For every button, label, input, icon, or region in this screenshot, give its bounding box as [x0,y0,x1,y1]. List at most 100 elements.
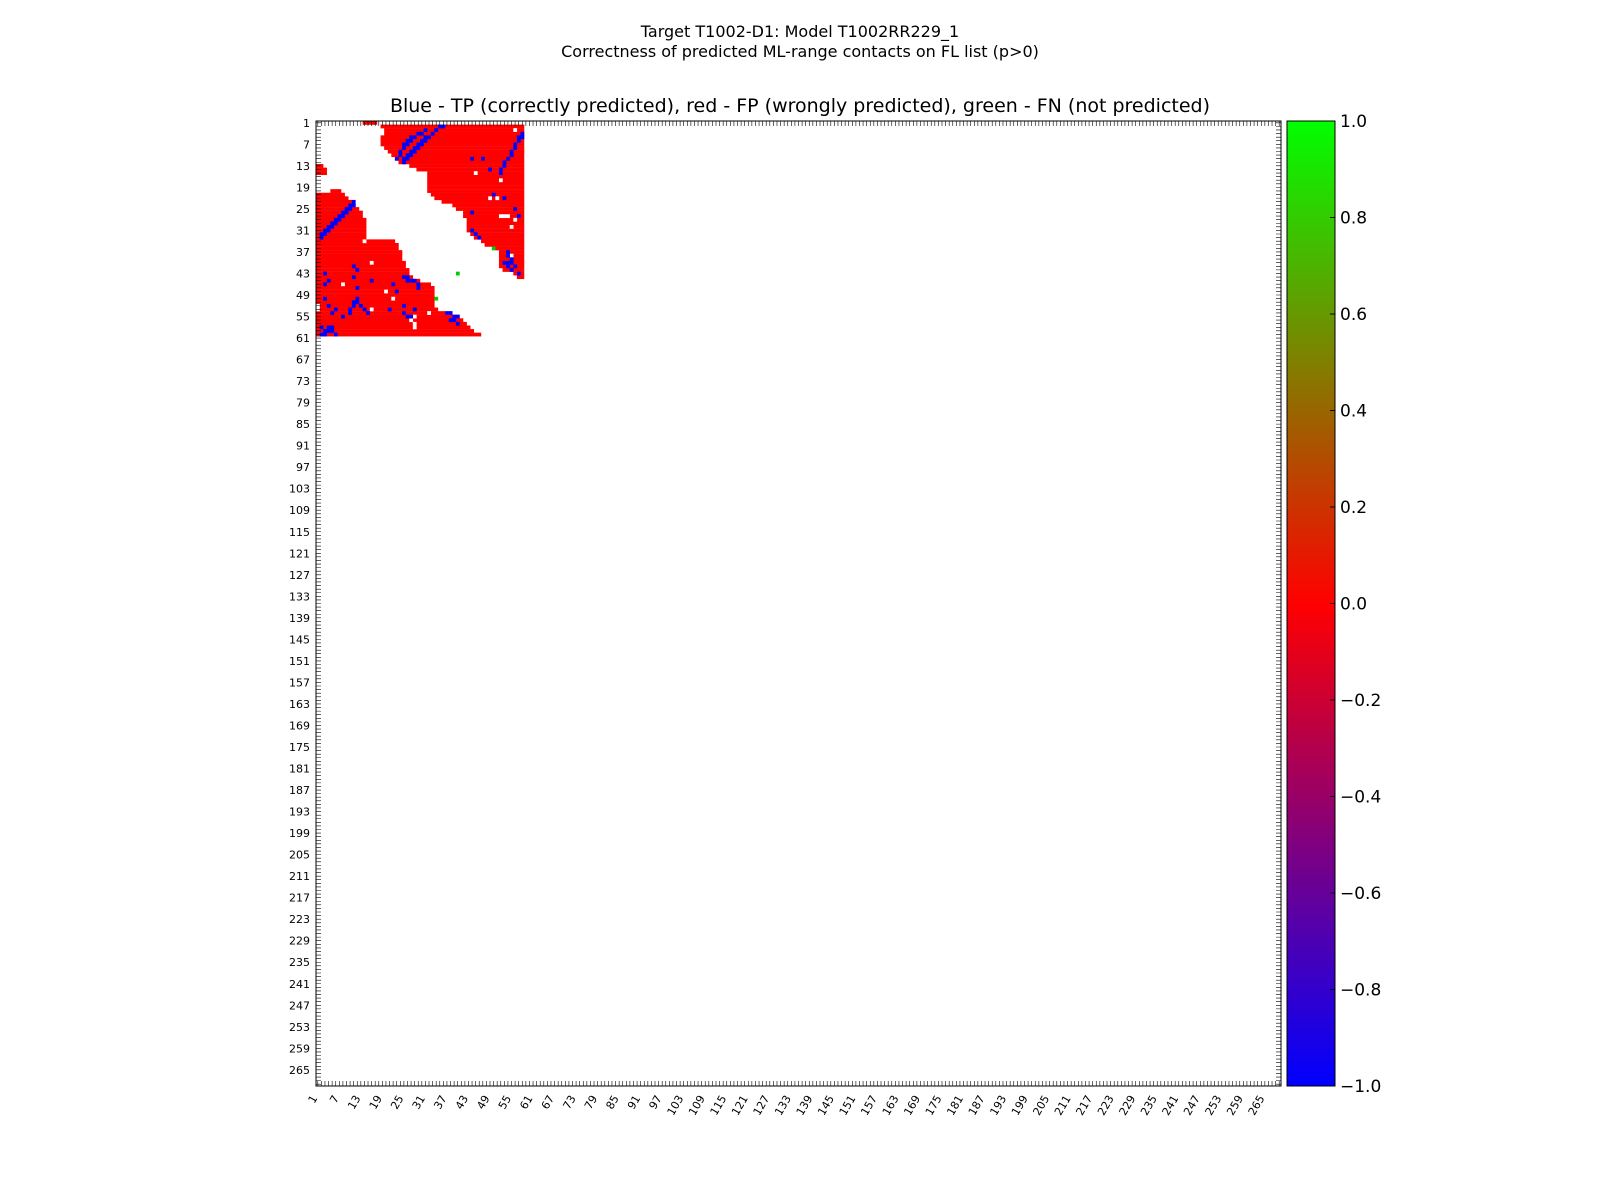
fp-cell-row [316,318,464,323]
tp-cell [391,282,396,287]
y-tick-label: 37 [296,246,310,259]
fp-cell-row [316,203,356,208]
fp-cell-row [316,192,345,197]
colorbar-tick-labels: 1.0 0.8 0.6 0.4 0.2 0.0 −0.2 −0.4 −0.6 −0.8 −1.0 [1330,112,1381,1097]
fp-cell-row [316,232,367,236]
y-tick-label: 7 [303,138,310,151]
fp-cell-row [316,199,353,204]
plot-title: Blue - TP (correctly predicted), red - F… [389,95,1211,117]
fp-cell-row [316,210,363,215]
tp-cell [509,260,514,265]
fp-cell-row [316,221,367,226]
fp-cell-row [316,253,403,258]
tp-cell [416,142,421,147]
x-tick-label: 31 [410,1093,428,1112]
fp-cell-row [481,239,525,244]
tp-cell [473,232,478,236]
tp-cell [319,325,324,330]
empty-cell [509,253,514,258]
tp-cell [348,207,353,211]
tp-cell [506,253,510,258]
tp-cell [351,303,356,308]
x-tick-label: 199 [1009,1093,1031,1118]
tp-cell [506,260,510,265]
x-tick-label: 133 [772,1093,794,1118]
tp-cell [412,149,417,154]
tp-cell [423,128,428,132]
tp-cell [498,167,503,172]
x-tick-label: 139 [794,1093,816,1118]
y-tick-label: 115 [289,526,310,539]
fp-cell-row [394,156,525,161]
x-tick-label: 115 [708,1093,730,1118]
y-tick-label: 205 [289,849,310,862]
y-tick-label: 25 [296,203,310,216]
tp-cell [323,282,327,287]
fp-cell-row [498,264,525,269]
x-tick-label: 121 [729,1093,751,1118]
colorbar-tick-label: 0.4 [1340,402,1367,422]
fp-cell-row [463,214,525,219]
fp-cell-row [409,164,525,168]
tp-cell [319,332,324,337]
fp-cell-row [316,278,421,283]
empty-cell [473,171,478,176]
fp-cell-row [387,149,525,154]
x-tick-label: 211 [1052,1093,1074,1118]
fp-cell-row [466,217,525,222]
tp-cell [398,153,403,158]
tp-cell [427,135,431,140]
fp-cell-row [316,171,327,176]
tp-cell [333,221,338,226]
tp-cell [513,146,518,150]
y-tick-label: 127 [289,569,310,582]
tp-cell [520,131,525,136]
fp-cell-row [316,289,435,294]
y-tick-label: 253 [289,1021,310,1034]
tp-cell [319,235,324,240]
y-tick-label: 145 [289,633,310,646]
empty-cell [498,214,503,219]
colorbar-tick-label: 0.8 [1340,209,1367,229]
tp-cell [387,307,392,312]
tp-cell [351,203,356,208]
y-tick-label: 1 [303,117,310,130]
fp-cell-row [384,146,525,150]
tp-cell [509,257,514,262]
colorbar [1286,120,1336,1087]
y-tick-label: 211 [289,870,310,883]
fp-cell-row [380,135,525,140]
tp-cell [513,207,518,211]
x-tick-label: 169 [901,1093,923,1118]
colorbar-tick-label: −0.6 [1340,884,1381,904]
x-tick-label: 163 [880,1093,902,1118]
fn-cell [434,296,439,301]
x-tick-label: 157 [858,1093,880,1118]
y-tick-label: 31 [296,224,310,237]
x-tick-label: 85 [603,1093,621,1112]
tp-cell [344,207,349,211]
minor-ticks [316,121,1281,1086]
tp-cell [402,311,406,315]
fp-cell-row [316,293,435,297]
x-tick-label: 91 [625,1093,643,1112]
fp-cell-row [484,242,525,247]
x-tick-label: 79 [582,1093,600,1112]
fp-cell-row [316,235,367,240]
colorbar-tick-label: −0.2 [1340,691,1381,711]
x-tick-label: 181 [944,1093,966,1118]
tp-cell [509,149,514,154]
fp-cell-row [434,196,525,201]
tp-cell [430,131,435,136]
tp-cell [323,329,327,333]
tp-cell [423,135,428,140]
y-tick-label: 265 [289,1064,310,1077]
tick-marks [316,121,1281,1086]
x-tick-label: 241 [1160,1093,1182,1118]
tp-cell [516,138,521,143]
empty-cell [391,296,396,301]
colorbar-tick-label: 0.0 [1340,595,1367,615]
empty-cell [506,214,510,219]
tp-cell [470,210,475,215]
fp-cell-row [452,203,525,208]
